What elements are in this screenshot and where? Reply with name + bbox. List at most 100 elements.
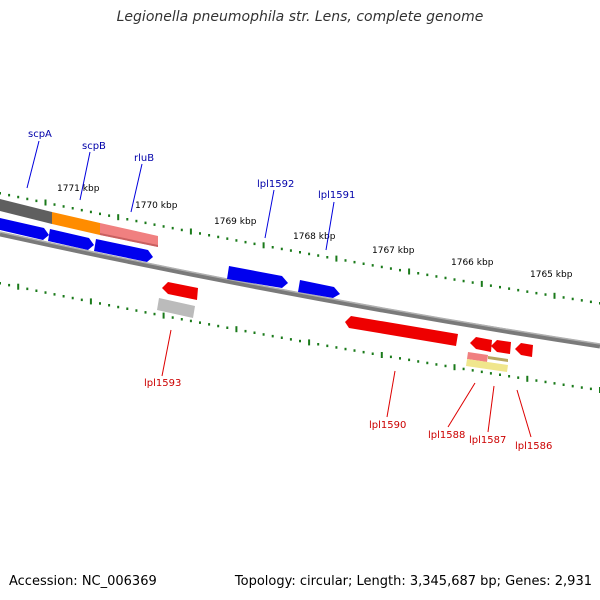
minor-tick: [326, 344, 329, 348]
minor-tick: [153, 312, 156, 316]
minor-tick: [489, 372, 492, 375]
minor-tick: [535, 291, 538, 295]
minor-tick: [189, 319, 192, 323]
scale-label: 1769 kbp: [214, 217, 257, 227]
minor-tick: [244, 240, 247, 244]
minor-tick: [199, 321, 201, 324]
minor-tick: [144, 221, 147, 225]
minor-tick: [562, 383, 565, 386]
minor-tick: [8, 283, 11, 287]
gene-arrow-lpl1591[interactable]: [298, 280, 340, 298]
minor-tick: [426, 273, 429, 277]
minor-tick: [526, 290, 529, 293]
minor-tick: [171, 226, 174, 230]
gene-label-lpl1593[interactable]: lpl1593: [144, 378, 181, 389]
minor-tick: [362, 350, 365, 354]
genome-summary-text: Topology: circular; Length: 3,345,687 bp…: [234, 574, 592, 589]
gene-label-rluB[interactable]: rluB: [134, 153, 154, 164]
minor-tick: [26, 287, 29, 291]
gene-label-scpA[interactable]: scpA: [28, 129, 52, 140]
major-tick: [189, 228, 192, 235]
forward-gene-labels: scpA scpB rluB lpl1592 lpl1591: [26, 129, 355, 251]
minor-tick: [162, 225, 165, 228]
minor-tick: [208, 323, 211, 326]
minor-tick: [44, 291, 47, 294]
minor-tick: [217, 235, 220, 239]
minor-tick: [362, 262, 365, 265]
minor-tick: [135, 309, 138, 312]
minor-tick: [371, 264, 374, 267]
forward-genes: [0, 218, 340, 298]
minor-tick: [580, 299, 583, 302]
gene-label-lpl1590[interactable]: lpl1590: [369, 420, 406, 431]
backbone-segment-pink: [100, 223, 158, 247]
gene-arrow-rluB[interactable]: [94, 239, 153, 262]
minor-tick: [71, 296, 74, 300]
scale-label: 1768 kbp: [293, 232, 336, 242]
gene-label-lpl1591[interactable]: lpl1591: [318, 190, 355, 201]
minor-tick: [580, 386, 583, 389]
minor-tick: [0, 192, 1, 195]
minor-tick: [217, 324, 220, 328]
major-tick: [17, 283, 20, 290]
gene-arrow-lpl1590[interactable]: [345, 316, 458, 346]
reverse-gene-labels: lpl1593 lpl1590 lpl1588 lpl1587 lpl1586: [144, 329, 552, 452]
leader-line-lpl1592: [264, 189, 275, 239]
gene-arrow-lpl1587[interactable]: [491, 340, 511, 354]
leader-line-lpl1591: [325, 201, 335, 251]
minor-tick: [380, 265, 383, 269]
minor-tick: [353, 349, 356, 352]
major-tick: [408, 268, 411, 275]
gene-arrow-lpl1592[interactable]: [227, 266, 288, 288]
minor-tick: [489, 284, 492, 287]
gene-arrow-scpB[interactable]: [48, 229, 94, 250]
minor-tick: [435, 363, 438, 366]
gene-arrow-lpl1593[interactable]: [162, 282, 198, 300]
major-tick: [335, 255, 338, 262]
minor-tick: [108, 214, 111, 217]
minor-tick: [435, 275, 438, 278]
scale-label: 1771 kbp: [57, 184, 100, 194]
minor-tick: [80, 208, 83, 212]
backbone-segment-pink-shade: [100, 233, 158, 247]
minor-tick: [253, 331, 256, 334]
gene-label-lpl1587[interactable]: lpl1587: [469, 435, 506, 446]
major-tick: [162, 312, 165, 319]
minor-tick: [144, 311, 147, 314]
minor-tick: [499, 285, 501, 289]
gene-arrow-scpA[interactable]: [0, 218, 49, 240]
minor-tick: [153, 223, 156, 226]
gene-arrow-lpl1586[interactable]: [515, 343, 533, 357]
minor-tick: [180, 228, 183, 232]
major-tick: [553, 292, 556, 299]
backbone-segment-dark: [0, 199, 52, 224]
minor-tick: [417, 360, 420, 363]
minor-tick: [89, 210, 92, 214]
minor-tick: [17, 195, 20, 199]
minor-tick: [8, 193, 11, 197]
minor-tick: [226, 326, 229, 329]
major-tick: [308, 339, 311, 346]
minor-tick: [317, 343, 320, 346]
minor-tick: [53, 293, 56, 296]
leader-line-lpl1593: [161, 329, 172, 377]
minor-tick: [244, 329, 247, 333]
minor-tick: [426, 361, 429, 365]
minor-tick: [535, 379, 538, 382]
minor-tick: [289, 338, 292, 341]
scale-label: 1765 kbp: [530, 270, 573, 280]
gene-arrow-lpl1588[interactable]: [470, 337, 492, 352]
gene-label-lpl1588[interactable]: lpl1588: [428, 430, 465, 441]
minor-tick: [462, 279, 465, 283]
minor-tick: [508, 375, 511, 378]
minor-tick: [235, 239, 238, 242]
minor-tick: [571, 384, 574, 388]
major-tick: [89, 298, 92, 305]
minor-tick: [589, 300, 592, 304]
minor-tick: [180, 318, 183, 321]
gene-label-lpl1592[interactable]: lpl1592: [257, 179, 294, 190]
gene-label-scpB[interactable]: scpB: [82, 141, 106, 152]
minor-tick: [280, 336, 283, 339]
gene-label-lpl1586[interactable]: lpl1586: [515, 441, 552, 452]
